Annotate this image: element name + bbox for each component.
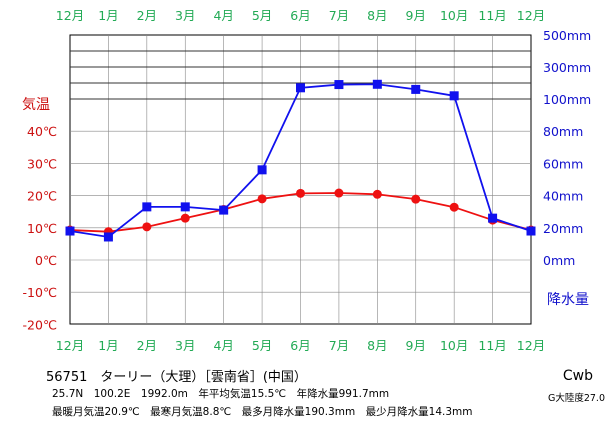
month-label: 4月 [213,338,233,353]
precipitation-tick-label: 100mm [543,92,591,107]
month-label: 11月 [478,8,506,23]
precipitation-point [65,226,75,236]
precipitation-tick-label: 40mm [543,189,583,204]
temperature-point [257,194,267,204]
climate-class: Cwb [562,368,593,384]
precipitation-point [142,202,152,212]
month-label: 12月 [517,338,545,353]
temperature-axis-ticks: 40℃ 30℃ 20℃ 10℃ 0℃ -10℃ -20℃ [23,124,57,332]
station-title: 56751 ターリー（大理）［雲南省］(中国） [46,370,307,385]
precipitation-point [219,205,229,215]
month-label: 2月 [137,338,157,353]
temperature-point [449,202,459,212]
precipitation-tick-label: 20mm [543,221,583,236]
precipitation-point [372,79,382,89]
precipitation-point [334,80,344,90]
precipitation-axis-ticks: 500mm 300mm 100mm 80mm 60mm 40mm 20mm 0mm [543,28,591,268]
precipitation-point [257,165,267,175]
month-label: 6月 [290,8,310,23]
precipitation-point [103,232,113,242]
top-month-labels: 12月 1月 2月 3月 4月 5月 6月 7月 8月 9月 10月 11月 12月 [56,8,545,23]
month-label: 8月 [367,338,387,353]
temperature-axis-label: 気温 [22,97,50,113]
temperature-point [296,188,305,198]
precipitation-tick-label: 80mm [543,124,583,139]
temperature-point [334,188,344,198]
precipitation-tick-label: 300mm [543,60,591,75]
temperature-point [411,194,421,204]
precipitation-point [180,202,190,212]
month-label: 10月 [440,338,468,353]
month-label: 12月 [56,8,84,23]
temperature-tick-label: 30℃ [27,156,57,171]
continentality-index: G大陸度27.0 [547,393,605,404]
chart-grid [69,34,532,325]
temperature-tick-label: 40℃ [27,124,57,139]
month-label: 4月 [213,8,233,23]
month-label: 1月 [98,8,118,23]
precipitation-tick-label: 60mm [543,156,583,171]
precipitation-point [526,226,536,236]
precipitation-point [488,213,498,223]
month-label: 5月 [252,338,272,353]
month-label: 7月 [329,338,349,353]
chart-series [65,79,536,242]
precipitation-axis-label: 降水量 [547,292,589,308]
precipitation-point [296,83,305,93]
precipitation-point [449,91,459,101]
climate-chart: 12月 1月 2月 3月 4月 5月 6月 7月 8月 9月 10月 11月 12月 12月 1月 2月 3月… [22,8,591,353]
month-label: 3月 [175,8,195,23]
temperature-tick-label: 10℃ [27,221,57,236]
month-label: 9月 [406,8,426,23]
temperature-tick-label: -10℃ [23,285,57,300]
month-label: 12月 [56,338,84,353]
temperature-tick-label: 20℃ [27,189,57,204]
month-label: 5月 [252,8,272,23]
month-label: 3月 [175,338,195,353]
month-label: 7月 [329,8,349,23]
month-label: 9月 [406,338,426,353]
precipitation-point [411,84,421,94]
temperature-tick-label: 0℃ [35,253,57,268]
temperature-point [180,213,190,223]
temperature-tick-label: -20℃ [23,317,57,332]
temperature-point [142,222,152,232]
month-label: 10月 [440,8,468,23]
temperature-point [372,189,382,199]
bottom-month-labels: 12月 1月 2月 3月 4月 5月 6月 7月 8月 9月 10月 11月 12月 [56,338,545,353]
precipitation-tick-label: 0mm [543,253,575,268]
month-label: 1月 [98,338,118,353]
month-label: 2月 [137,8,157,23]
month-label: 8月 [367,8,387,23]
station-summary: 25.7N 100.2E 1992.0m 年平均気温15.5℃ 年降水量991.… [52,388,390,400]
month-label: 11月 [478,338,506,353]
precipitation-tick-label: 500mm [543,28,591,43]
month-label: 12月 [517,8,545,23]
month-label: 6月 [290,338,310,353]
station-extremes: 最暖月気温20.9℃ 最寒月気温8.8℃ 最多月降水量190.3mm 最少月降水… [52,406,473,418]
